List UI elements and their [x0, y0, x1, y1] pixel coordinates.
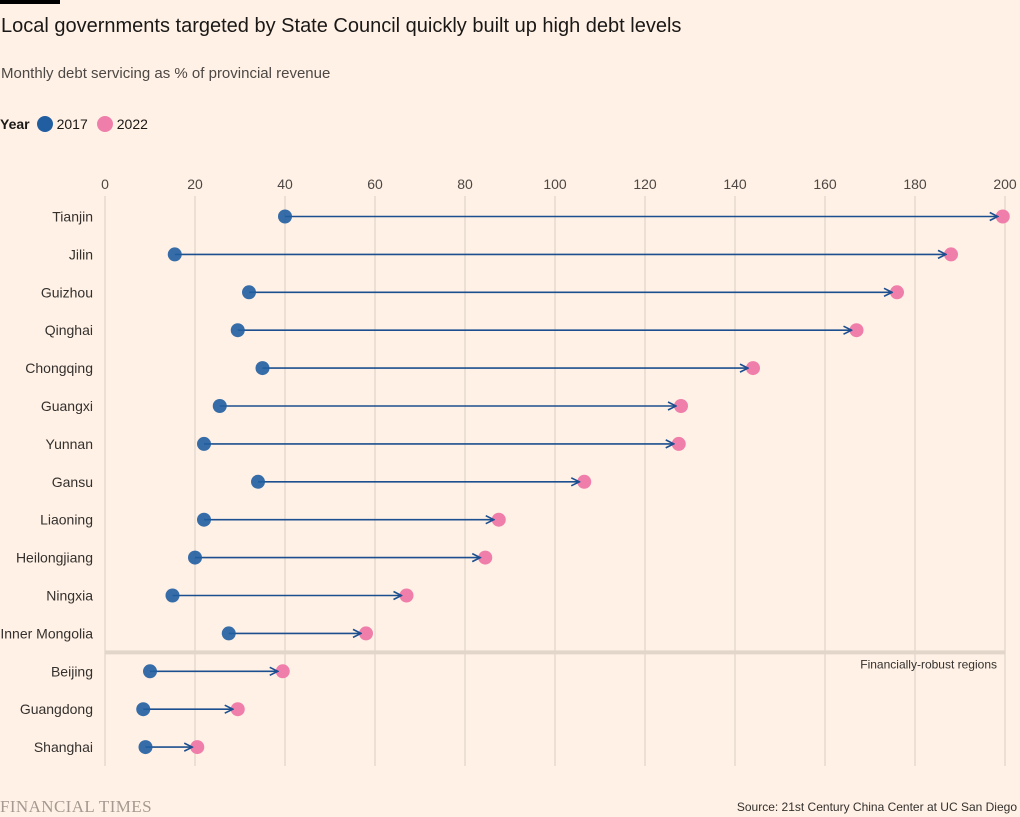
x-tick-label-20: 20: [187, 176, 203, 192]
category-label-guangxi: Guangxi: [41, 398, 93, 414]
legend-swatch-2022: [96, 116, 113, 132]
dot-2017-tianjin: [278, 209, 292, 224]
legend-title: Year: [0, 116, 30, 132]
chart-title: Local governments targeted by State Coun…: [1, 15, 682, 37]
x-tick-label-100: 100: [543, 176, 567, 192]
dot-2022-shanghai: [190, 740, 205, 755]
dot-2022-chongqing: [746, 361, 760, 376]
category-label-qinghai: Qinghai: [45, 322, 93, 338]
category-label-tianjin: Tianjin: [52, 209, 93, 225]
dumbbell-chart: 0 20 40 60 80 100 120 140 160 180 200 Financially-r…: [0, 176, 1017, 766]
legend-entry-2017: 2017: [36, 116, 88, 132]
category-label-guangdong: Guangdong: [20, 701, 93, 717]
dot-2022-gansu: [577, 474, 592, 489]
chart-subtitle: Monthly debt servicing as % of provincia…: [1, 65, 331, 82]
dot-2017-heilongjiang: [188, 550, 202, 565]
dot-2022-heilongjiang: [478, 550, 493, 565]
x-tick-label-140: 140: [723, 176, 747, 192]
dot-2022-yunnan: [671, 436, 686, 451]
dot-2017-guizhou: [242, 285, 256, 300]
legend-swatch-2017: [36, 116, 53, 132]
dot-2017-guangxi: [212, 399, 227, 413]
legend-label-2017: 2017: [56, 116, 88, 132]
dot-2017-inner-mongolia: [221, 626, 236, 641]
dot-2022-guizhou: [890, 285, 904, 300]
category-label-guizhou: Guizhou: [41, 284, 93, 300]
annotation-financially-robust: Financially-robust regions: [860, 657, 997, 671]
x-tick-label-40: 40: [277, 176, 293, 192]
x-tick-label-0: 0: [101, 176, 109, 192]
dot-2017-chongqing: [255, 361, 270, 376]
dot-2017-gansu: [251, 474, 265, 489]
category-label-gansu: Gansu: [52, 474, 93, 490]
dot-2017-beijing: [143, 664, 157, 679]
dot-2017-ningxia: [165, 588, 180, 603]
x-tick-label-200: 200: [993, 176, 1017, 192]
category-label-ningxia: Ningxia: [46, 588, 93, 604]
category-label-beijing: Beijing: [51, 663, 93, 679]
category-label-chongqing: Chongqing: [25, 360, 93, 376]
x-tick-label-120: 120: [633, 176, 657, 192]
dot-2017-shanghai: [138, 740, 153, 755]
chart-legend: Year 2017 2022: [0, 114, 157, 134]
category-label-yunnan: Yunnan: [46, 436, 94, 452]
dot-2022-inner-mongolia: [359, 626, 373, 641]
x-tick-label-60: 60: [367, 176, 383, 192]
category-label-shanghai: Shanghai: [34, 739, 93, 755]
dot-2022-jilin: [944, 247, 958, 262]
dot-2017-guangdong: [136, 702, 151, 717]
dot-2017-jilin: [167, 247, 182, 262]
category-label-liaoning: Liaoning: [40, 512, 93, 528]
ft-top-bar: [0, 0, 60, 4]
dot-2017-qinghai: [230, 323, 245, 338]
dot-2022-qinghai: [849, 323, 864, 338]
dot-2022-beijing: [275, 664, 290, 679]
x-tick-label-160: 160: [813, 176, 837, 192]
dot-2022-guangxi: [674, 399, 688, 413]
x-tick-label-80: 80: [457, 176, 473, 192]
dot-2017-yunnan: [197, 436, 211, 451]
ft-brand-logo: FINANCIAL TIMES: [0, 797, 152, 816]
dot-2022-ningxia: [399, 588, 414, 603]
legend-entry-2022: 2022: [96, 116, 148, 132]
source-note: Source: 21st Century China Center at UC …: [736, 800, 1017, 814]
dot-2017-liaoning: [197, 512, 211, 527]
dot-2022-guangdong: [230, 702, 245, 717]
category-label-heilongjiang: Heilongjiang: [16, 550, 93, 566]
dot-2022-tianjin: [995, 209, 1010, 224]
dot-2022-liaoning: [491, 512, 506, 527]
category-label-inner-mongolia: Inner Mongolia: [0, 625, 93, 641]
legend-label-2022: 2022: [116, 116, 148, 132]
category-label-jilin: Jilin: [69, 246, 93, 262]
x-tick-label-180: 180: [903, 176, 927, 192]
